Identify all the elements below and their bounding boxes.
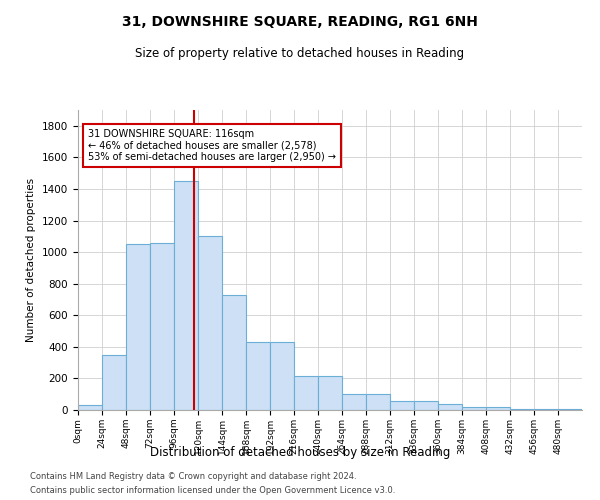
Bar xyxy=(246,342,270,410)
Y-axis label: Number of detached properties: Number of detached properties xyxy=(26,178,37,342)
Text: 31, DOWNSHIRE SQUARE, READING, RG1 6NH: 31, DOWNSHIRE SQUARE, READING, RG1 6NH xyxy=(122,15,478,29)
Bar xyxy=(510,409,534,410)
Bar xyxy=(462,407,486,410)
Bar xyxy=(126,244,150,410)
Bar xyxy=(438,404,462,410)
Bar xyxy=(270,342,294,410)
Text: Size of property relative to detached houses in Reading: Size of property relative to detached ho… xyxy=(136,48,464,60)
Bar xyxy=(318,376,342,410)
Bar xyxy=(390,402,414,410)
Text: Contains HM Land Registry data © Crown copyright and database right 2024.: Contains HM Land Registry data © Crown c… xyxy=(30,472,356,481)
Bar xyxy=(294,376,318,410)
Bar xyxy=(198,236,222,410)
Bar xyxy=(78,406,102,410)
Bar xyxy=(174,181,198,410)
Bar xyxy=(102,354,126,410)
Bar xyxy=(366,394,390,410)
Text: Contains public sector information licensed under the Open Government Licence v3: Contains public sector information licen… xyxy=(30,486,395,495)
Bar xyxy=(222,294,246,410)
Text: 31 DOWNSHIRE SQUARE: 116sqm
← 46% of detached houses are smaller (2,578)
53% of : 31 DOWNSHIRE SQUARE: 116sqm ← 46% of det… xyxy=(88,129,336,162)
Bar xyxy=(534,409,558,410)
Bar xyxy=(342,394,366,410)
Bar xyxy=(486,407,510,410)
Bar xyxy=(414,402,438,410)
Bar xyxy=(150,244,174,410)
Bar xyxy=(558,409,582,410)
Text: Distribution of detached houses by size in Reading: Distribution of detached houses by size … xyxy=(150,446,450,459)
